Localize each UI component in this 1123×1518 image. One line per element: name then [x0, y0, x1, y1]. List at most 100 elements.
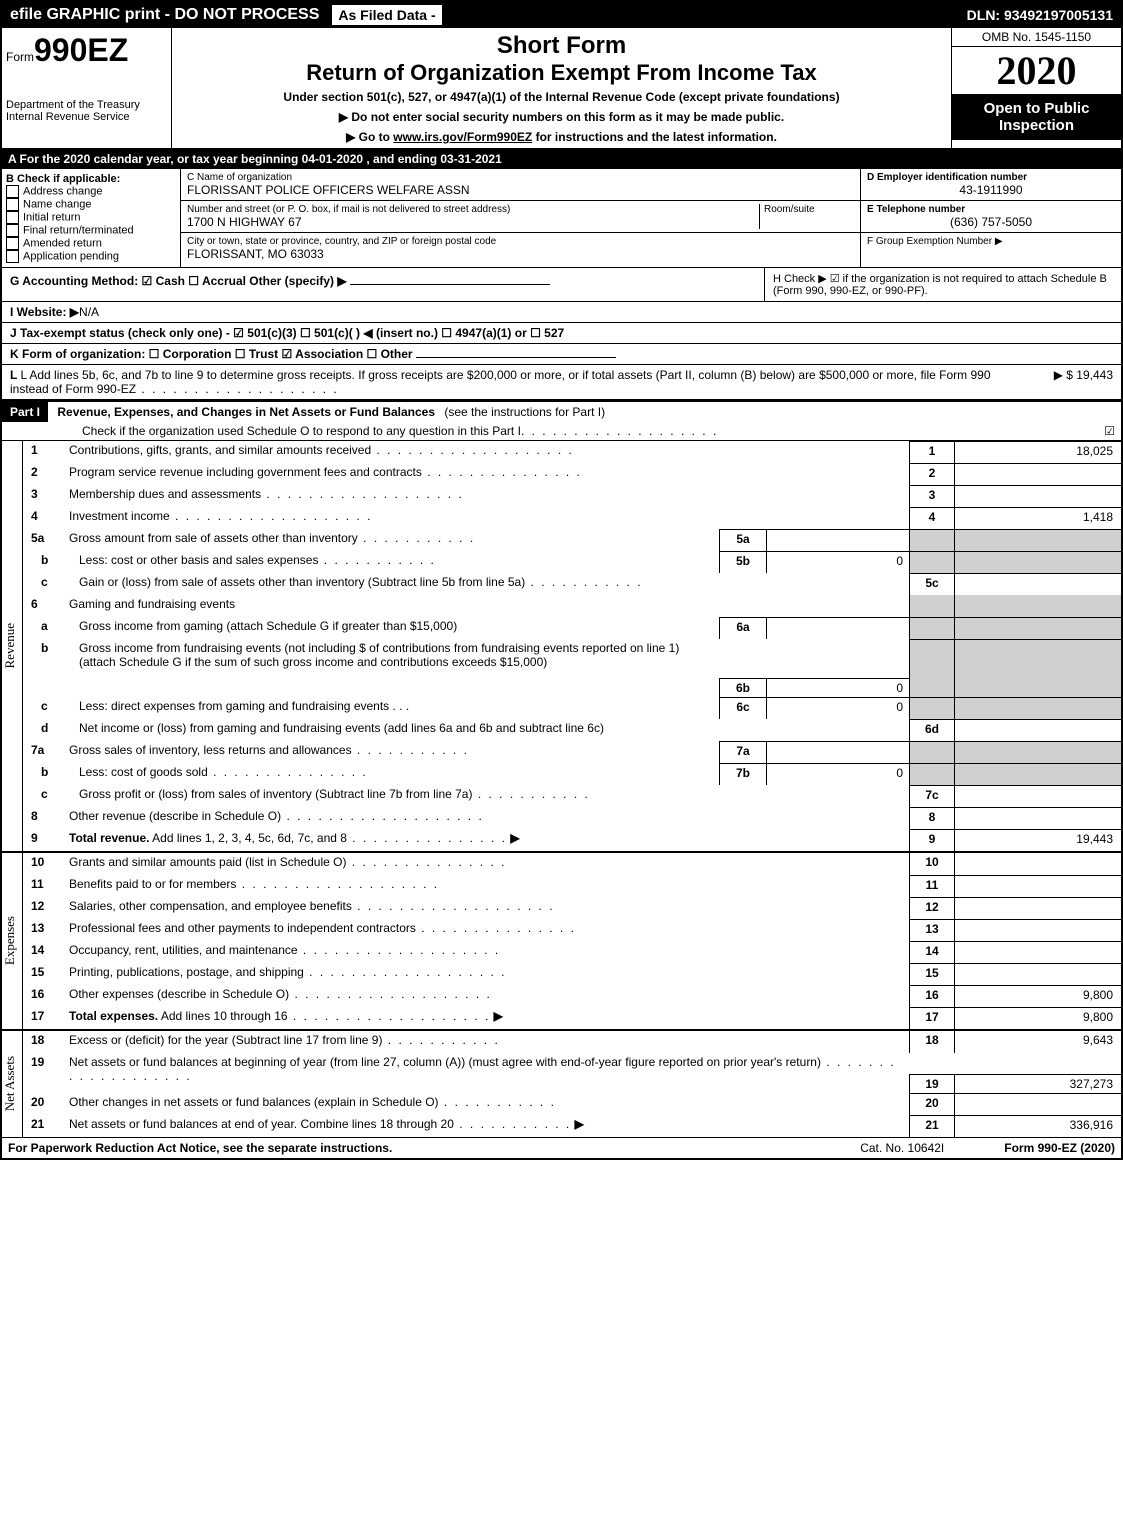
line-6: 6 Gaming and fundraising events [23, 595, 1121, 617]
phone-cell: E Telephone number (636) 757-5050 [861, 201, 1121, 233]
line-20: 20 Other changes in net assets or fund b… [23, 1093, 1121, 1115]
line-6a: a Gross income from gaming (attach Sched… [23, 617, 1121, 639]
phone-value: (636) 757-5050 [867, 215, 1115, 229]
line-21: 21 Net assets or fund balances at end of… [23, 1115, 1121, 1137]
tax-year: 2020 [952, 47, 1121, 94]
line-19: 19 Net assets or fund balances at beginn… [23, 1053, 1121, 1093]
line-12: 12 Salaries, other compensation, and emp… [23, 897, 1121, 919]
efile-label: efile GRAPHIC print - DO NOT PROCESS [2, 2, 327, 28]
org-city: FLORISSANT, MO 63033 [187, 247, 854, 261]
line-10: 10 Grants and similar amounts paid (list… [23, 853, 1121, 875]
l-gross-receipts-row: L L Add lines 5b, 6c, and 7b to line 9 t… [2, 365, 1121, 400]
form-code: 990EZ [34, 32, 128, 68]
part-1-label: Part I [2, 402, 48, 422]
line-15: 15 Printing, publications, postage, and … [23, 963, 1121, 985]
line-14: 14 Occupancy, rent, utilities, and maint… [23, 941, 1121, 963]
dept-label-1: Department of the Treasury [6, 99, 167, 111]
line-7c: c Gross profit or (loss) from sales of i… [23, 785, 1121, 807]
part-1-title: Revenue, Expenses, and Changes in Net As… [51, 402, 441, 422]
checkbox-column: B Check if applicable: Address change Na… [2, 169, 181, 267]
website-value: N/A [79, 305, 99, 319]
line-9: 9 Total revenue. Add lines 1, 2, 3, 4, 5… [23, 829, 1121, 851]
expenses-side-label: Expenses [2, 853, 23, 1029]
part-1-subtitle: (see the instructions for Part I) [444, 405, 605, 419]
line-5b: b Less: cost or other basis and sales ex… [23, 551, 1121, 573]
open-to-public: Open to Public Inspection [952, 94, 1121, 140]
cb-application-pending[interactable]: Application pending [6, 250, 176, 263]
org-name: FLORISSANT POLICE OFFICERS WELFARE ASSN [187, 183, 854, 197]
addr-label: Number and street (or P. O. box, if mail… [187, 204, 759, 215]
efile-header: efile GRAPHIC print - DO NOT PROCESS As … [2, 2, 1121, 28]
net-assets-side-label: Net Assets [2, 1031, 23, 1137]
cb-initial-return[interactable]: Initial return [6, 211, 176, 224]
e-label: E Telephone number [867, 204, 1115, 215]
h-schedule-b: H Check ▶ ☑ if the organization is not r… [764, 268, 1121, 301]
paperwork-notice: For Paperwork Reduction Act Notice, see … [8, 1141, 392, 1155]
group-exemption-cell: F Group Exemption Number ▶ [861, 233, 1121, 250]
line-8: 8 Other revenue (describe in Schedule O)… [23, 807, 1121, 829]
line-5a: 5a Gross amount from sale of assets othe… [23, 529, 1121, 551]
short-form-title: Short Form [180, 32, 943, 60]
checkbox-header: B Check if applicable: [6, 173, 176, 185]
right-info-column: D Employer identification number 43-1911… [860, 169, 1121, 267]
instruction-1: ▶ Do not enter social security numbers o… [180, 110, 943, 124]
f-label: F Group Exemption Number ▶ [867, 236, 1115, 247]
form-header-left: Form990EZ Department of the Treasury Int… [2, 28, 172, 148]
line-17: 17 Total expenses. Add lines 10 through … [23, 1007, 1121, 1029]
org-address-cell: Number and street (or P. O. box, if mail… [181, 201, 860, 233]
form-header-center: Short Form Return of Organization Exempt… [172, 28, 951, 148]
cb-amended-return[interactable]: Amended return [6, 237, 176, 250]
ein-cell: D Employer identification number 43-1911… [861, 169, 1121, 201]
form-ref: Form 990-EZ (2020) [1004, 1141, 1115, 1155]
line-6b: b Gross income from fundraising events (… [23, 639, 1121, 697]
dln-label: DLN: 93492197005131 [959, 3, 1121, 27]
org-city-cell: City or town, state or province, country… [181, 233, 860, 264]
instruction-2: ▶ Go to www.irs.gov/Form990EZ for instru… [180, 130, 943, 144]
line-18: 18 Excess or (deficit) for the year (Sub… [23, 1031, 1121, 1053]
line-5c: c Gain or (loss) from sale of assets oth… [23, 573, 1121, 595]
net-assets-section: Net Assets 18 Excess or (deficit) for th… [2, 1029, 1121, 1137]
cb-final-return[interactable]: Final return/terminated [6, 224, 176, 237]
i-website-row: I Website: ▶N/A [2, 302, 1121, 323]
section-a-year: A For the 2020 calendar year, or tax yea… [2, 150, 1121, 169]
form-footer: For Paperwork Reduction Act Notice, see … [2, 1137, 1121, 1158]
cat-number: Cat. No. 10642I [860, 1141, 944, 1155]
org-address: 1700 N HIGHWAY 67 [187, 215, 759, 229]
part-1-checkbox: ☑ [1104, 424, 1115, 438]
org-mid-column: C Name of organization FLORISSANT POLICE… [181, 169, 860, 267]
expenses-section: Expenses 10 Grants and similar amounts p… [2, 851, 1121, 1029]
j-tax-exempt-row: J Tax-exempt status (check only one) - ☑… [2, 323, 1121, 344]
city-label: City or town, state or province, country… [187, 236, 854, 247]
org-name-cell: C Name of organization FLORISSANT POLICE… [181, 169, 860, 201]
line-7b: b Less: cost of goods sold 7b 0 [23, 763, 1121, 785]
cb-address-change[interactable]: Address change [6, 185, 176, 198]
line-3: 3 Membership dues and assessments 3 [23, 485, 1121, 507]
form-header: Form990EZ Department of the Treasury Int… [2, 28, 1121, 150]
line-13: 13 Professional fees and other payments … [23, 919, 1121, 941]
c-label: C Name of organization [187, 172, 854, 183]
form-header-right: OMB No. 1545-1150 2020 Open to Public In… [951, 28, 1121, 148]
room-label: Room/suite [764, 204, 854, 215]
g-h-row: G Accounting Method: ☑ Cash ☐ Accrual Ot… [2, 268, 1121, 302]
d-label: D Employer identification number [867, 172, 1115, 183]
line-16: 16 Other expenses (describe in Schedule … [23, 985, 1121, 1007]
dept-label-2: Internal Revenue Service [6, 111, 167, 123]
line-11: 11 Benefits paid to or for members 11 [23, 875, 1121, 897]
revenue-side-label: Revenue [2, 441, 23, 851]
g-accounting-method: G Accounting Method: ☑ Cash ☐ Accrual Ot… [2, 268, 764, 301]
cb-name-change[interactable]: Name change [6, 198, 176, 211]
part-1-check-line: Check if the organization used Schedule … [82, 424, 521, 438]
return-subtitle: Under section 501(c), 527, or 4947(a)(1)… [180, 90, 943, 104]
ein-value: 43-1911990 [867, 183, 1115, 197]
return-title: Return of Organization Exempt From Incom… [180, 60, 943, 86]
revenue-section: Revenue 1 Contributions, gifts, grants, … [2, 441, 1121, 851]
part-1-header-row: Part I Revenue, Expenses, and Changes in… [2, 400, 1121, 441]
l-amount: ▶ $ 19,443 [993, 368, 1113, 396]
line-2: 2 Program service revenue including gove… [23, 463, 1121, 485]
org-info-row: B Check if applicable: Address change Na… [2, 169, 1121, 268]
form-prefix: Form [6, 50, 34, 64]
k-form-org-row: K Form of organization: ☐ Corporation ☐ … [2, 344, 1121, 365]
line-6d: d Net income or (loss) from gaming and f… [23, 719, 1121, 741]
line-1: 1 Contributions, gifts, grants, and simi… [23, 441, 1121, 463]
line-6c: c Less: direct expenses from gaming and … [23, 697, 1121, 719]
